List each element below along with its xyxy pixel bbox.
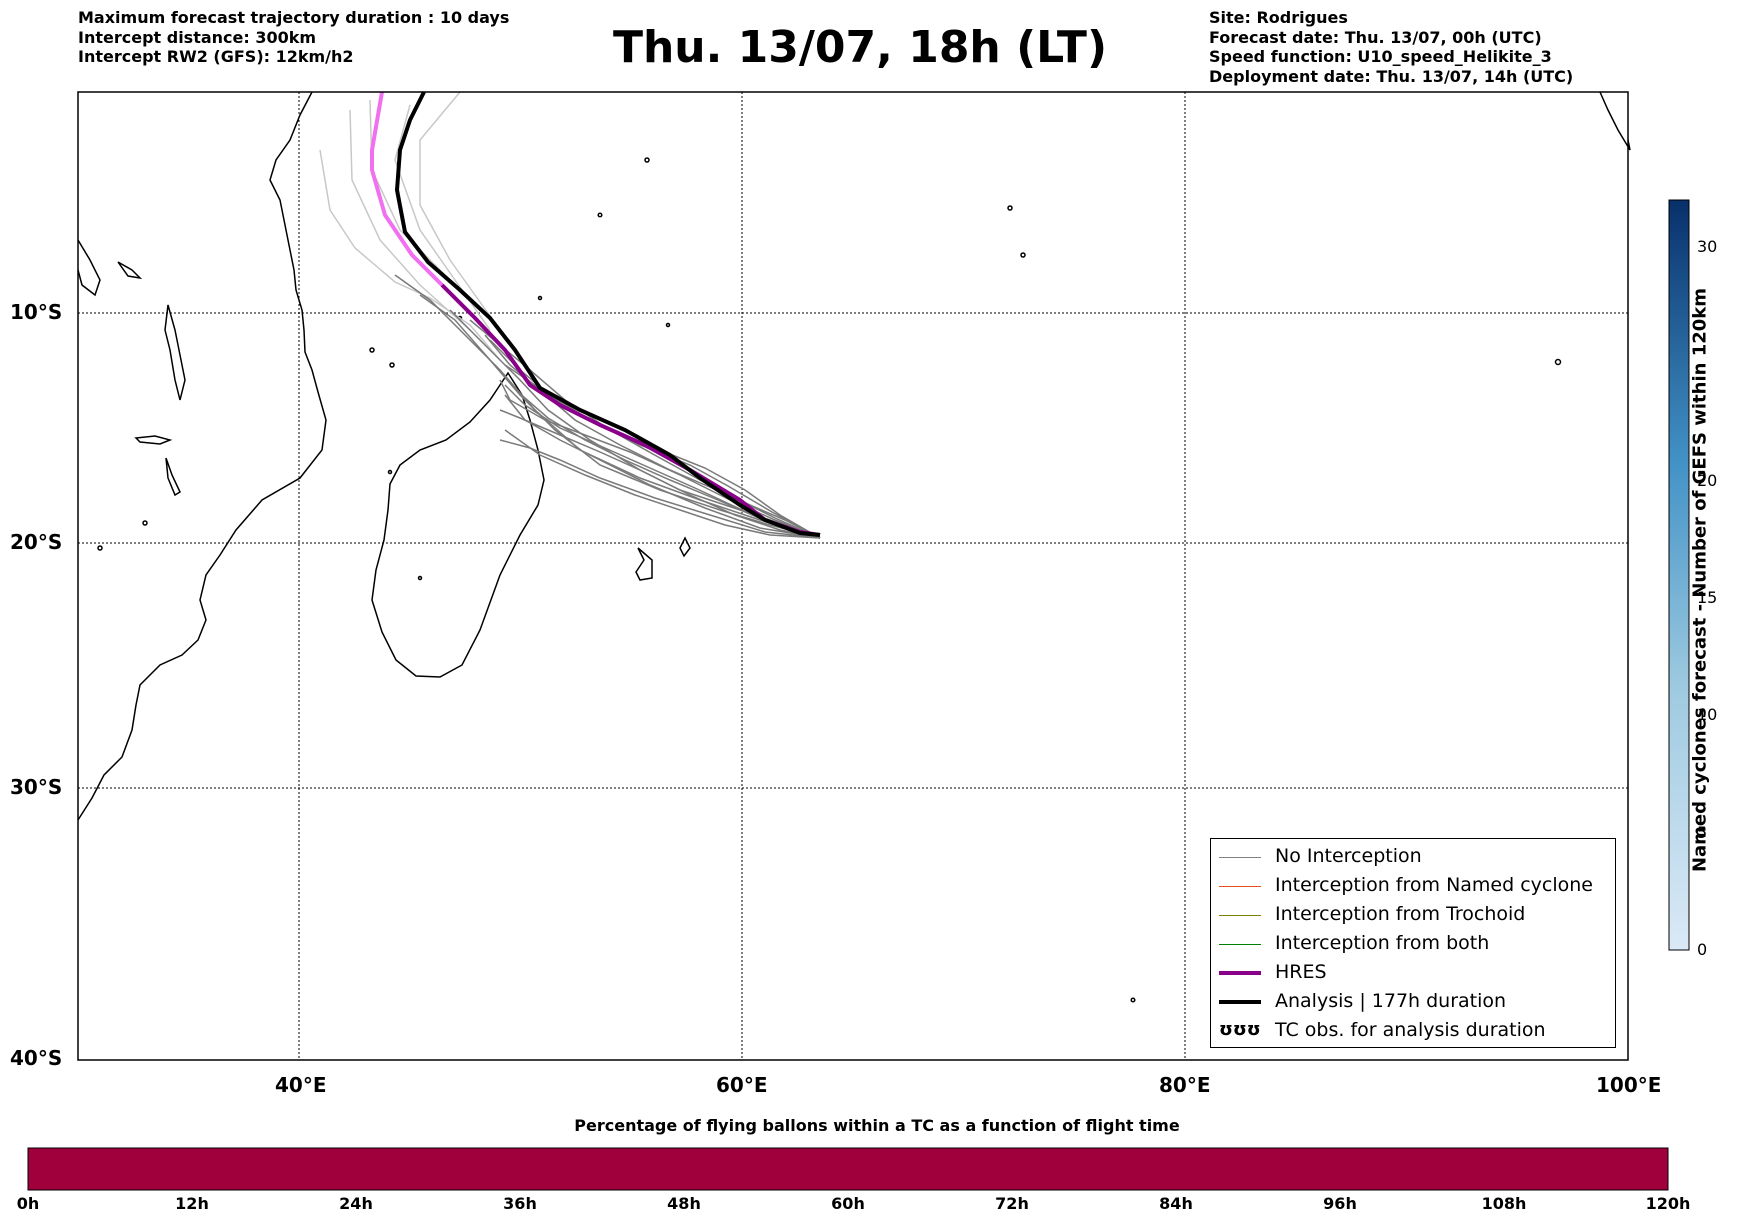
ensemble-trajectories [394,274,821,539]
legend-item: No Interception [1211,843,1615,871]
bottom-cb-tick: 12h [175,1194,209,1213]
bottom-cb-tick: 60h [831,1194,865,1213]
lon-tick-80e: 80°E [1159,1073,1211,1097]
bottom-cb-tick: 96h [1323,1194,1357,1213]
lon-tick-40e: 40°E [275,1073,327,1097]
forecast-date-text: Forecast date: Thu. 13/07, 00h (UTC) [1209,27,1542,47]
legend-label: Interception from both [1275,932,1490,954]
right-colorbar [1668,199,1690,951]
bottom-colorbar [27,1147,1669,1191]
coastlines [77,91,1631,1003]
legend-label: Analysis | 177h duration [1275,990,1507,1012]
legend-item: ʊʊʊ TC obs. for analysis duration [1211,1017,1615,1045]
legend-label: Interception from Named cyclone [1275,874,1593,896]
bottom-cb-tick: 120h [1645,1194,1691,1213]
legend-label: No Interception [1275,845,1422,867]
right-cb-tick: 15 [1697,588,1718,607]
bottom-cb-tick: 24h [339,1194,373,1213]
site-text: Site: Rodrigues [1209,8,1348,27]
right-cb-tick: 20 [1697,471,1718,490]
legend-swatch [1219,886,1261,887]
map-frame [77,91,1629,1061]
bottom-cb-tick: 48h [667,1194,701,1213]
africa-coastline [77,91,327,821]
right-cb-tick: 5 [1697,823,1708,842]
right-colorbar-title: Named cyclones forecast - Number of GEFS… [1689,287,1711,873]
legend-item: Interception from both [1211,930,1615,958]
lon-tick-60e: 60°E [716,1073,768,1097]
header-right-info: Site: Rodrigues Forecast date: Thu. 13/0… [1209,8,1573,86]
madagascar-coastline [371,371,545,678]
legend-swatch [1219,915,1261,916]
bottom-cb-tick: 72h [995,1194,1029,1213]
analysis-trajectory [394,91,821,537]
right-cb-tick: 30 [1697,237,1718,256]
legend-item: HRES [1211,959,1615,987]
bottom-colorbar-title: Percentage of flying ballons within a TC… [574,1116,1180,1135]
hres-trajectory [440,283,821,537]
legend-swatch [1219,944,1261,945]
speed-function-text: Speed function: U10_speed_Helikite_3 [1209,47,1552,66]
lat-tick-20s: 20°S [10,530,63,554]
legend-item: Interception from Trochoid [1211,901,1615,929]
legend-label: Interception from Trochoid [1275,903,1526,925]
legend-swatch [1219,971,1261,975]
map-legend: No Interception Interception from Named … [1210,838,1616,1048]
bottom-cb-tick: 84h [1159,1194,1193,1213]
legend-label: HRES [1275,961,1327,983]
bottom-cb-tick: 0h [16,1194,40,1213]
intercept-rw2-text: Intercept RW2 (GFS): 12km/h2 [78,47,354,66]
header-left-info: Maximum forecast trajectory duration : 1… [78,8,509,67]
tc-obs-icon: ʊʊʊ [1219,1019,1261,1040]
map-gridlines [78,92,1628,1060]
legend-item: Analysis | 177h duration [1211,988,1615,1016]
page-title: Thu. 13/07, 18h (LT) [612,22,1108,73]
legend-label: TC obs. for analysis duration [1275,1019,1546,1041]
lat-tick-40s: 40°S [10,1046,63,1070]
bottom-cb-tick: 108h [1481,1194,1527,1213]
lat-tick-10s: 10°S [10,300,63,324]
intercept-distance-text: Intercept distance: 300km [78,27,317,47]
hres-trajectory-early [370,91,444,287]
lon-tick-100e: 100°E [1596,1073,1662,1097]
bottom-cb-tick: 36h [503,1194,537,1213]
ensemble-trajectories-light [319,91,501,361]
legend-item: Interception from Named cyclone [1211,872,1615,900]
max-duration-text: Maximum forecast trajectory duration : 1… [78,8,510,27]
deployment-date-text: Deployment date: Thu. 13/07, 14h (UTC) [1209,66,1574,86]
lat-tick-30s: 30°S [10,775,63,799]
legend-swatch [1219,857,1261,858]
right-cb-tick: 10 [1697,705,1718,724]
legend-swatch [1219,1000,1261,1004]
right-cb-tick: 0 [1697,940,1708,959]
